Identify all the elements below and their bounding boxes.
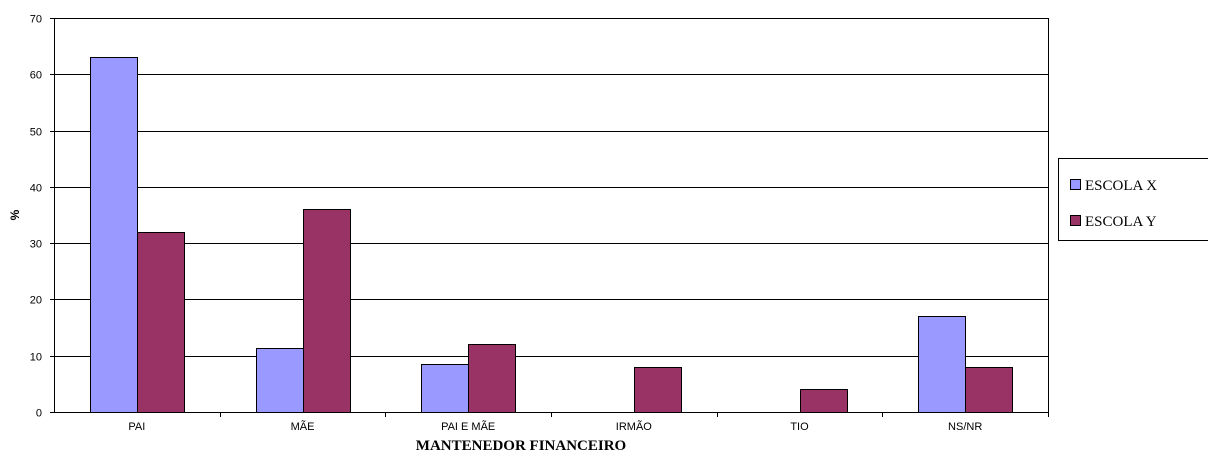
legend: ESCOLA X ESCOLA Y xyxy=(1059,159,1208,241)
bar-escola-y xyxy=(138,233,185,413)
x-tick-label: PAI E MÃE xyxy=(441,420,495,433)
y-tick-label: 20 xyxy=(30,295,42,307)
legend-swatch-escola-x xyxy=(1071,180,1081,190)
legend-label-escola-y: ESCOLA Y xyxy=(1085,214,1157,230)
legend-label-escola-x: ESCOLA X xyxy=(1085,178,1157,194)
y-axis-title: % xyxy=(8,209,22,220)
bar-escola-x xyxy=(422,365,469,413)
bar-escola-y xyxy=(966,368,1013,413)
x-tick-labels: PAI MÃE PAI E MÃE IRMÃO TIO NS/NR xyxy=(128,420,982,433)
y-tick-labels: 0 10 20 30 40 50 60 70 xyxy=(30,14,42,420)
bars xyxy=(91,58,1013,413)
y-tick-label: 50 xyxy=(30,127,42,139)
gridlines xyxy=(54,19,1048,357)
bar-escola-y xyxy=(635,368,682,413)
y-tick-label: 60 xyxy=(30,70,42,82)
x-tick-label: PAI xyxy=(128,421,145,433)
x-tick-label: IRMÃO xyxy=(616,420,653,433)
bar-escola-y xyxy=(801,390,848,413)
x-tick-label: TIO xyxy=(790,421,809,433)
x-axis-title: MANTENEDOR FINANCEIRO xyxy=(416,438,626,454)
y-tick-label: 0 xyxy=(36,408,42,420)
x-tick-label: MÃE xyxy=(291,420,315,433)
y-tick-label: 40 xyxy=(30,183,42,195)
y-tick-label: 70 xyxy=(30,14,42,26)
x-tick-label: NS/NR xyxy=(948,421,982,433)
axes xyxy=(50,18,1049,417)
bar-escola-x xyxy=(257,349,304,413)
legend-swatch-escola-y xyxy=(1071,216,1081,226)
y-tick-label: 30 xyxy=(30,239,42,251)
bar-escola-y xyxy=(469,345,516,413)
bar-escola-y xyxy=(304,210,351,413)
y-tick-label: 10 xyxy=(30,352,42,364)
bar-escola-x xyxy=(91,58,138,413)
bar-escola-x xyxy=(919,317,966,413)
